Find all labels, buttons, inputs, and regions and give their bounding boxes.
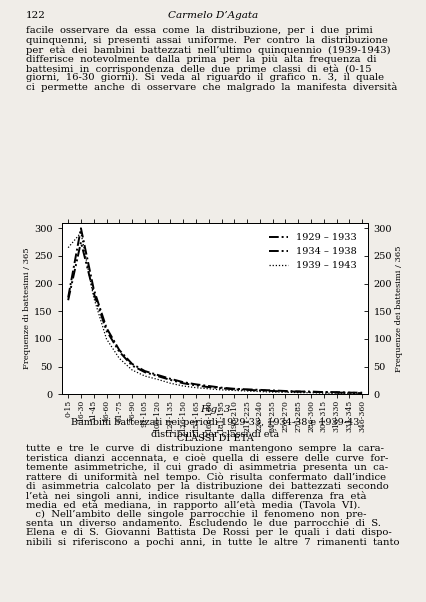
Text: l’età  nei  singoli  anni,  indice  risultante  dalla  differenza  fra  età: l’età nei singoli anni, indice risultant…	[26, 491, 366, 501]
Text: temente  asimmetriche,  il  cui  grado  di  asimmetria  presenta  un  ca-: temente asimmetriche, il cui grado di as…	[26, 463, 388, 472]
Text: 122: 122	[26, 11, 46, 20]
Text: facile  osservare  da  essa  come  la  distribuzione,  per  i  due  primi: facile osservare da essa come la distrib…	[26, 26, 372, 36]
Text: nibili  si  riferiscono  a  pochi  anni,  in  tutte  le  altre  7  rimanenti  ta: nibili si riferiscono a pochi anni, in t…	[26, 538, 399, 547]
Text: c)  Nell’ambito  delle  singole  parrocchie  il  fenomeno  non  pre-: c) Nell’ambito delle singole parrocchie …	[26, 509, 366, 519]
Text: rattere  di  uniformità  nel  tempo.  Ciò  risulta  confermato  dall’indice: rattere di uniformità nel tempo. Ciò ris…	[26, 472, 386, 482]
Text: Carmelo D’Agata: Carmelo D’Agata	[168, 11, 258, 20]
Text: media  ed  età  mediana,  in  rapporto  all’età  media  (Tavola  VI).: media ed età mediana, in rapporto all’et…	[26, 500, 360, 510]
Text: differisce  notevolmente  dalla  prima  per  la  più  alta  frequenza  di: differisce notevolmente dalla prima per …	[26, 55, 376, 64]
Text: ci  permette  anche  di  osservare  che  malgrado  la  manifesta  diversità: ci permette anche di osservare che malgr…	[26, 82, 397, 92]
Legend: 1929 – 1933, 1934 – 1938, 1939 – 1943: 1929 – 1933, 1934 – 1938, 1939 – 1943	[265, 229, 360, 274]
Text: senta  un  diverso  andamento.  Escludendo  le  due  parrocchie  di  S.: senta un diverso andamento. Escludendo l…	[26, 519, 380, 528]
Text: tutte  e  tre  le  curve  di  distribuzione  mantengono  sempre  la  cara-: tutte e tre le curve di distribuzione ma…	[26, 444, 383, 453]
Text: di  asimmetria  calcolato  per  la  distribuzione  dei  battezzati  secondo: di asimmetria calcolato per la distribuz…	[26, 482, 389, 491]
Text: battesimi  in  corrispondenza  delle  due  prime  classi  di  età  (0-15: battesimi in corrispondenza delle due pr…	[26, 64, 371, 73]
Y-axis label: Frequenze di battesimi / 365: Frequenze di battesimi / 365	[23, 247, 32, 370]
Text: quinquenni,  si  presenti  assai  uniforme.  Per  contro  la  distribuzione: quinquenni, si presenti assai uniforme. …	[26, 36, 387, 45]
Text: distribuiti per classi di età: distribuiti per classi di età	[151, 429, 279, 439]
Text: Elena  e  di  S.  Giovanni  Battista  De  Rossi  per  le  quali  i  dati  dispo-: Elena e di S. Giovanni Battista De Rossi…	[26, 529, 391, 537]
Text: teristica  dianzi  accennata,  e  cioè  quella  di  essere  delle  curve  for-: teristica dianzi accennata, e cioè quell…	[26, 454, 388, 463]
X-axis label: CLASSI DI ETÀ: CLASSI DI ETÀ	[177, 433, 253, 442]
Text: per  età  dei  bambini  battezzati  nell’ultimo  quinquennio  (1939-1943): per età dei bambini battezzati nell’ulti…	[26, 45, 390, 55]
Y-axis label: Frequenze dei battesimi / 365: Frequenze dei battesimi / 365	[394, 245, 403, 372]
Text: Bambini battezzati nei periodi 1929-33, 1934-38 e 1939-43: Bambini battezzati nei periodi 1929-33, …	[71, 418, 359, 427]
Text: giorni,  16-30  giorni).  Si  veda  al  riguardo  il  grafico  n.  3,  il  quale: giorni, 16-30 giorni). Si veda al riguar…	[26, 73, 384, 82]
Text: Fig. 3: Fig. 3	[200, 405, 230, 414]
